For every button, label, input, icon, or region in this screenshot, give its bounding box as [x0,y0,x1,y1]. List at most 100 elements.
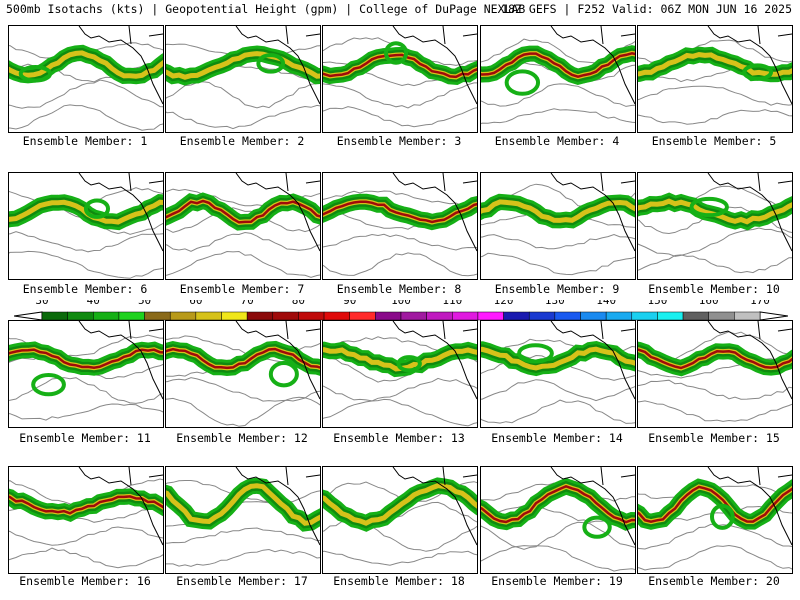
isotach-eddy [689,196,729,218]
colorbar-swatch [734,311,761,321]
isotach-eddy [742,63,774,81]
colorbar-tick-label: 60 [189,300,202,307]
coastline [707,26,792,105]
isotach-band [9,495,163,515]
coastline [392,467,477,546]
isotach-colorbar: 30 40 50 60 70 80 90 100 110 120 130 140 150 160 170 [14,300,788,321]
coastline [392,173,477,252]
coastline [392,26,477,105]
colorbar-swatch [349,311,376,321]
colorbar-swatch [144,311,171,321]
colorbar-swatch [375,311,402,321]
isotach-band [323,483,477,526]
colorbar-tick-label: 130 [545,300,565,307]
height-contour [481,545,635,572]
height-contour [166,377,320,402]
figure-title: 500mb Isotachs (kts) | Geopotential Heig… [6,2,526,16]
ensemble-member-label: Ensemble Member: 17 [176,574,308,588]
colorbar-tick-label: 80 [292,300,305,307]
ensemble-member-map [165,25,321,133]
height-contour [638,523,792,550]
colorbar-swatch [246,311,274,321]
ensemble-member-label: Ensemble Member: 7 [179,282,305,296]
coastline [707,467,792,546]
colorbar-swatch [554,311,581,321]
ensemble-member-map [637,320,793,428]
colorbar-swatch [426,311,453,321]
height-contour [323,377,477,402]
colorbar-swatch [657,311,684,321]
isotach-band [481,346,635,371]
height-contour [481,252,635,276]
colorbar-swatch [477,311,504,321]
coastline [78,321,163,400]
ensemble-member-map [480,172,636,280]
isotach-eddy [268,361,299,388]
ensemble-member-map [637,172,793,280]
height-contour [166,104,320,130]
colorbar-tick-label: 110 [442,300,462,307]
ensemble-member-map [480,466,636,574]
height-contour [323,106,477,128]
isotach-band [638,348,792,370]
isotach-band [323,53,477,79]
height-contour [638,358,792,379]
height-contour [166,527,320,544]
height-contour [323,252,477,277]
run-valid-time: 18Z GEFS | F252 Valid: 06Z MON JUN 16 20… [501,2,792,16]
ensemble-member-map [322,25,478,133]
ensemble-member-map [637,25,793,133]
isotach-band [481,199,635,223]
height-contour [166,81,320,109]
height-contour [166,250,320,278]
isotach-band [481,52,635,79]
height-contour [638,379,792,400]
colorbar-extend-arrow [759,311,788,321]
coastline [78,173,163,252]
height-contour [323,520,477,552]
ensemble-member-map [480,320,636,428]
colorbar-swatch [41,311,68,321]
isotach-eddy [582,515,612,539]
height-contour [481,399,635,424]
colorbar-swatch [67,311,94,321]
coastline [235,321,320,400]
colorbar-swatch [272,311,299,321]
ensemble-member-map [165,466,321,574]
ensemble-member-label: Ensemble Member: 11 [19,431,151,445]
isotach-eddy [384,41,409,65]
ensemble-member-map [8,320,164,428]
colorbar-tick-label: 70 [241,300,254,307]
isotach-eddy [709,503,735,530]
height-contour [9,377,163,404]
isotach-eddy [31,372,66,397]
colorbar-swatch [93,311,120,321]
colorbar-swatch [298,311,325,321]
isotach-band [638,52,792,77]
ensemble-member-label: Ensemble Member: 3 [336,134,462,148]
ensemble-member-map [322,320,478,428]
ensemble-member-label: Ensemble Member: 16 [19,574,151,588]
height-contour [638,400,792,422]
height-contour [166,231,320,252]
colorbar-swatch [580,311,607,321]
ensemble-member-label: Ensemble Member: 15 [648,431,780,445]
isotach-band [166,347,320,370]
ensemble-member-label: Ensemble Member: 18 [333,574,465,588]
colorbar-tick-label: 140 [596,300,616,307]
height-contour [638,85,792,106]
ensemble-member-map [165,172,321,280]
height-contour [638,544,792,571]
ensemble-member-map [322,172,478,280]
ensemble-member-label: Ensemble Member: 2 [179,134,305,148]
coastline [235,467,320,546]
isotach-band [638,485,792,523]
isotach-eddy [83,198,111,219]
ensemble-member-label: Ensemble Member: 13 [333,431,465,445]
isotach-band [166,51,320,80]
coastline [550,173,635,252]
ensemble-member-map [8,172,164,280]
ensemble-member-label: Ensemble Member: 14 [491,431,623,445]
ensemble-member-label: Ensemble Member: 4 [494,134,620,148]
ensemble-member-map [8,25,164,133]
